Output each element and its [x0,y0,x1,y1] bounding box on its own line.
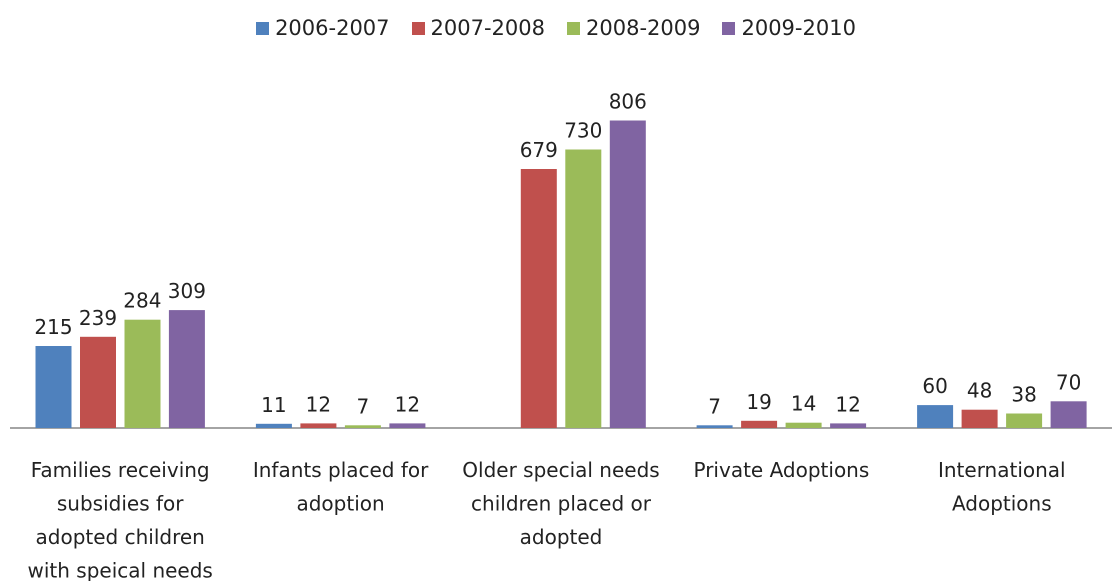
bar [741,420,778,428]
legend-item: 2009-2010 [722,16,856,40]
data-label: 12 [306,392,331,416]
data-label: 12 [835,392,860,416]
legend-label: 2008-2009 [586,16,701,40]
category-label: Older special needs children placed or ado… [462,458,659,549]
legend-label: 2009-2010 [741,16,856,40]
legend: 2006-2007 2007-2008 2008-2009 2009-2010 [0,16,1112,40]
bar [389,423,426,428]
data-label: 11 [261,393,286,417]
legend-label: 2006-2007 [275,16,390,40]
data-label: 730 [564,119,602,143]
bar [917,405,954,428]
bar [300,423,337,428]
data-label: 12 [395,392,420,416]
data-label: 215 [34,315,72,339]
legend-item: 2007-2008 [411,16,545,40]
bar [609,120,646,428]
legend-swatch [567,21,580,35]
bar [961,409,998,428]
bar [830,423,867,428]
legend-swatch [722,21,736,35]
data-label: 60 [922,374,947,398]
legend-label: 2007-2008 [430,16,545,40]
category-label: Infants placed for adoption [253,458,429,516]
data-label: 70 [1056,370,1081,394]
bar [344,425,381,428]
bar [35,346,72,428]
data-label: 806 [609,90,647,114]
legend-swatch [256,21,270,35]
category-label: Private Adoptions [694,458,870,482]
bar [696,425,733,428]
bar [124,319,161,428]
data-label: 19 [746,390,771,414]
data-label: 48 [967,379,992,403]
bar [80,336,116,428]
bar [1050,401,1087,428]
legend-swatch [411,21,425,35]
bar [168,310,205,428]
legend-item: 2006-2007 [256,16,390,40]
bar [255,423,292,428]
data-label: 7 [708,394,721,418]
bar [520,169,557,428]
bar [1006,413,1043,428]
data-label: 309 [168,279,206,303]
data-label: 38 [1011,383,1036,407]
category-label: International Adoptions [938,458,1066,516]
legend-item: 2008-2009 [567,16,700,40]
bar [785,422,822,428]
data-label: 14 [791,392,816,416]
category-label: Families receiving subsidies for adopted c… [28,458,213,581]
data-label: 239 [79,306,117,330]
bar [565,149,602,428]
data-label: 679 [520,138,558,162]
data-label: 284 [123,289,161,313]
data-label: 7 [357,394,370,418]
